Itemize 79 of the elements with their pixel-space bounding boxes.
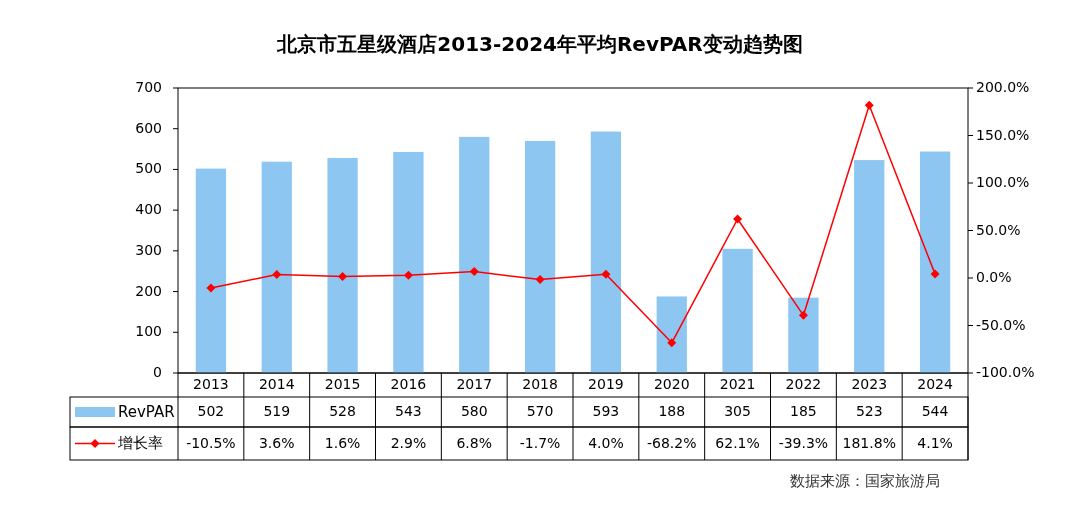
y-tick-label: 600	[135, 119, 162, 136]
bar	[722, 248, 753, 373]
data-label: 570	[526, 403, 554, 419]
chart-title: 北京市五星级酒店2013-2024年平均RevPAR变动趋势图	[276, 31, 803, 56]
data-label: 4.1%	[917, 434, 953, 451]
data-label: 2.9%	[390, 434, 427, 451]
y2-tick-label: 100.0%	[976, 174, 1030, 190]
data-label: 1.6%	[324, 434, 361, 451]
bar	[788, 297, 819, 373]
data-label: -1.7%	[519, 434, 561, 451]
bar	[393, 151, 424, 373]
bar	[524, 140, 556, 373]
y2-tick-label: 150.0%	[976, 126, 1030, 143]
x-tick-label: 2022	[785, 376, 822, 392]
x-tick-label: 2015	[324, 376, 361, 392]
bar	[854, 160, 885, 373]
bar	[919, 151, 951, 373]
data-label: 580	[460, 403, 488, 419]
data-label: 523	[855, 403, 883, 419]
point	[864, 100, 874, 110]
y-tick-label: 100	[135, 323, 162, 340]
x-tick-label: 2017	[456, 376, 493, 392]
point	[535, 275, 545, 285]
data-label: 62.1%	[715, 434, 760, 451]
y2-tick-label: 200.0%	[976, 79, 1030, 95]
y-tick-label: 200	[135, 282, 162, 299]
y-tick-label: 700	[135, 79, 162, 95]
y2-tick-label: -50.0%	[976, 316, 1026, 333]
data-label: 188	[658, 403, 686, 419]
data-label: 528	[329, 403, 356, 419]
data-label: 543	[395, 403, 422, 419]
x-tick-label: 2016	[390, 376, 427, 392]
point	[469, 267, 479, 277]
bar	[261, 161, 292, 373]
x-tick-label: 2014	[258, 376, 295, 392]
y-tick-label: 300	[135, 241, 162, 258]
y2-tick-label: 50.0%	[976, 221, 1021, 238]
data-label: 3.6%	[258, 434, 295, 451]
legend-label: 增长率	[117, 434, 163, 452]
x-tick-label: 2024	[917, 376, 953, 392]
legend-label: RevPAR	[118, 402, 175, 421]
data-label: 544	[921, 403, 949, 419]
data-label: 502	[197, 403, 225, 419]
point	[338, 271, 348, 281]
data-label: 519	[263, 403, 291, 419]
data-label: 181.8%	[842, 434, 896, 451]
point	[798, 310, 808, 320]
x-tick-label: 2018	[522, 376, 558, 392]
bar	[459, 136, 490, 373]
x-tick-label: 2019	[588, 376, 624, 392]
y-tick-label: 400	[135, 201, 162, 218]
point	[601, 269, 611, 279]
point	[272, 270, 282, 280]
data-label: 6.8%	[456, 434, 493, 451]
bar	[195, 168, 227, 373]
point	[403, 270, 413, 280]
y-tick-label: 500	[135, 160, 162, 177]
data-label: 185	[790, 403, 817, 419]
point	[930, 269, 940, 279]
data-label: -10.5%	[186, 434, 236, 451]
y-tick-label: 0	[153, 364, 162, 380]
data-label: 593	[592, 403, 620, 419]
x-tick-label: 2020	[653, 376, 690, 392]
x-tick-label: 2013	[193, 376, 229, 392]
point	[667, 338, 677, 348]
data-label: 4.0%	[588, 434, 624, 451]
point	[733, 214, 743, 224]
data-label: -39.3%	[778, 434, 829, 451]
y2-tick-label: 0.0%	[976, 269, 1012, 285]
y2-tick-label: -100.0%	[976, 364, 1035, 380]
bar	[590, 131, 622, 373]
data-label: 305	[724, 403, 751, 419]
point	[206, 283, 216, 293]
x-tick-label: 2023	[851, 376, 888, 392]
bar	[656, 296, 687, 373]
source-note: 数据来源：国家旅游局	[790, 471, 940, 490]
x-tick-label: 2021	[719, 376, 756, 392]
data-label: -68.2%	[646, 434, 697, 451]
bar	[327, 158, 358, 373]
